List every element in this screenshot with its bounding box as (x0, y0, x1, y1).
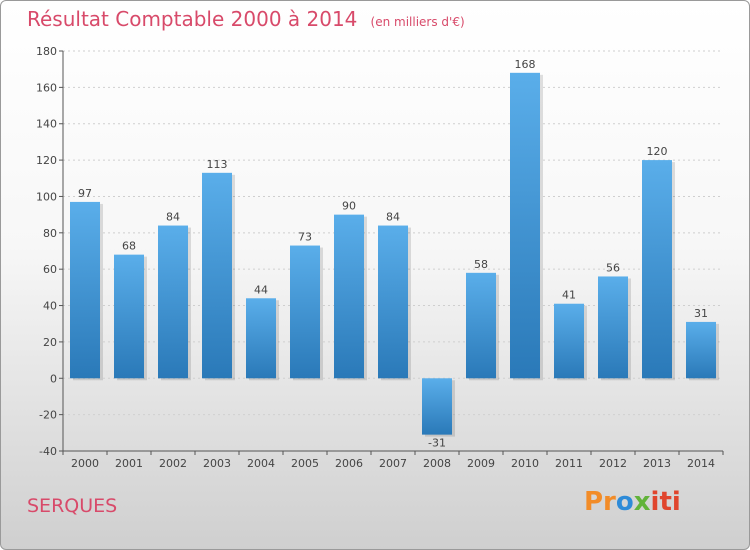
data-label-2014: 31 (694, 307, 708, 320)
data-label-2008: -31 (428, 437, 446, 450)
y-tick-label: 60 (43, 263, 57, 276)
chart-title-block: Résultat Comptable 2000 à 2014 (en milli… (27, 7, 465, 31)
data-label-2007: 84 (386, 211, 400, 224)
y-tick-label: 140 (36, 118, 57, 131)
y-tick-label: 80 (43, 227, 57, 240)
bar-2007 (378, 225, 408, 379)
x-tick-label-2010: 2010 (511, 457, 539, 470)
x-tick-label-2013: 2013 (643, 457, 671, 470)
bar-2009 (466, 272, 496, 379)
data-label-2012: 56 (606, 261, 620, 274)
bar-2013 (642, 160, 672, 379)
x-tick-label-2007: 2007 (379, 457, 407, 470)
bar-2010 (510, 72, 540, 379)
bar-2012 (598, 276, 628, 379)
x-tick-label-2000: 2000 (71, 457, 99, 470)
y-tick-label: 20 (43, 336, 57, 349)
bar-2001 (114, 254, 144, 379)
axis-layer: -40 -20 0 20 40 60 80 100 120 140 160 180 2000 2001 20… (36, 45, 724, 470)
data-label-2013: 120 (647, 145, 668, 158)
bar-2000 (70, 201, 100, 379)
x-tick-label-2005: 2005 (291, 457, 319, 470)
chart-title: Résultat Comptable 2000 à 2014 (27, 7, 358, 31)
bar-2003 (202, 172, 232, 379)
x-tick-label-2001: 2001 (115, 457, 143, 470)
x-tick-label-2003: 2003 (203, 457, 231, 470)
y-tick-label: 180 (36, 45, 57, 58)
bar-2006 (334, 214, 364, 379)
x-tick-label-2011: 2011 (555, 457, 583, 470)
x-tick-label-2012: 2012 (599, 457, 627, 470)
y-tick-label: 100 (36, 190, 57, 203)
y-tick-label: 0 (50, 372, 57, 385)
x-tick-label-2009: 2009 (467, 457, 495, 470)
bar-2008 (422, 378, 452, 435)
chart-subtitle: (en milliers d'€) (370, 15, 465, 29)
x-tick-label-2014: 2014 (687, 457, 715, 470)
data-label-2011: 41 (562, 289, 576, 302)
bar-2002 (158, 225, 188, 379)
x-tick-label-2002: 2002 (159, 457, 187, 470)
data-label-2004: 44 (254, 283, 268, 296)
data-label-2006: 90 (342, 200, 356, 213)
bar-2004 (246, 298, 276, 379)
proxiti-logo: Proxiti (584, 487, 681, 517)
data-label-2000: 97 (78, 187, 92, 200)
data-label-2003: 113 (207, 158, 228, 171)
x-tick-label-2006: 2006 (335, 457, 363, 470)
y-tick-label: -20 (39, 409, 57, 422)
x-tick-label-2004: 2004 (247, 457, 275, 470)
y-tick-label: 160 (36, 81, 57, 94)
commune-name: SERQUES (27, 495, 118, 517)
y-tick-label: 120 (36, 154, 57, 167)
bar-2005 (290, 245, 320, 379)
bar-layer (70, 72, 719, 437)
data-label-2001: 68 (122, 240, 136, 253)
data-label-2005: 73 (298, 231, 312, 244)
data-label-2002: 84 (166, 211, 180, 224)
label-layer: 97 68 84 113 44 73 90 84 -31 58 168 41 56 120 31 (78, 58, 708, 450)
y-tick-label: -40 (39, 445, 57, 458)
data-label-2009: 58 (474, 258, 488, 271)
bar-2011 (554, 303, 584, 379)
y-tick-label: 40 (43, 300, 57, 313)
data-label-2010: 168 (515, 58, 536, 71)
x-tick-label-2008: 2008 (423, 457, 451, 470)
bar-2014 (686, 321, 716, 379)
